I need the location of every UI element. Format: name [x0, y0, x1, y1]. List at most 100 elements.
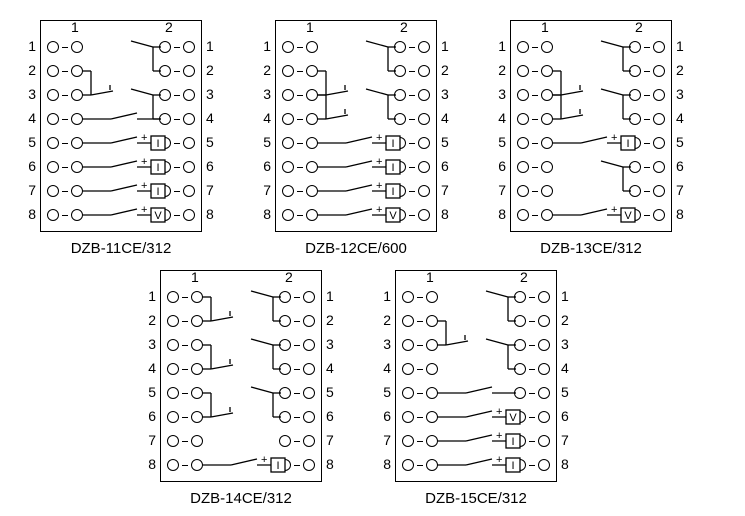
terminal-circle: [47, 137, 59, 149]
terminal-pair: [402, 411, 438, 423]
row-number: 1: [496, 34, 506, 58]
relay-diagram: 123456781234567812+IDZB-14CE/312: [160, 270, 322, 507]
terminal-circle: [47, 65, 59, 77]
terminal-circle: [47, 185, 59, 197]
terminal-dash: [174, 191, 180, 192]
terminal-circle: [517, 89, 529, 101]
terminal-dash: [297, 71, 303, 72]
relay-box: 12+I+V: [510, 20, 672, 232]
terminal-dash: [297, 191, 303, 192]
terminal-circle: [653, 209, 665, 221]
terminal-pair: [167, 459, 203, 471]
row-number: 5: [206, 130, 216, 154]
terminal-circle: [517, 41, 529, 53]
terminal-circle: [306, 209, 318, 221]
terminal-circle: [306, 137, 318, 149]
row-number: 5: [326, 380, 336, 404]
terminal-dash: [174, 47, 180, 48]
terminal-dash: [532, 167, 538, 168]
terminal-circle: [183, 161, 195, 173]
row-number: 3: [496, 82, 506, 106]
terminal-row: [41, 35, 201, 59]
terminal-dash: [532, 71, 538, 72]
terminal-row: [41, 131, 201, 155]
relay-box: 12+I: [160, 270, 322, 482]
row-number: 6: [206, 154, 216, 178]
terminal-circle: [426, 459, 438, 471]
terminal-circle: [191, 315, 203, 327]
terminal-circle: [279, 315, 291, 327]
terminal-circle: [306, 161, 318, 173]
terminal-circle: [418, 65, 430, 77]
terminal-circle: [541, 65, 553, 77]
terminal-dash: [532, 143, 538, 144]
terminal-circle: [71, 65, 83, 77]
row-number: 6: [381, 404, 391, 428]
terminal-row: [41, 107, 201, 131]
terminal-circle: [394, 41, 406, 53]
terminal-pair: [47, 209, 83, 221]
terminal-circle: [653, 137, 665, 149]
row-labels-left: 12345678: [261, 34, 271, 226]
terminal-dash: [62, 95, 68, 96]
row-number: 6: [496, 154, 506, 178]
terminal-pair: [629, 65, 665, 77]
terminal-pair: [47, 161, 83, 173]
terminal-circle: [167, 435, 179, 447]
terminal-dash: [409, 191, 415, 192]
terminal-dash: [529, 465, 535, 466]
terminal-grid: [161, 285, 321, 477]
terminal-dash: [409, 143, 415, 144]
terminal-circle: [167, 291, 179, 303]
terminal-pair: [47, 65, 83, 77]
terminal-row: [396, 381, 556, 405]
terminal-pair: [517, 65, 553, 77]
terminal-pair: [279, 315, 315, 327]
row-number: 7: [441, 178, 451, 202]
terminal-row: [161, 405, 321, 429]
row-number: 4: [26, 106, 36, 130]
terminal-circle: [306, 185, 318, 197]
terminal-row: [511, 155, 671, 179]
relay-diagram: 123456781234567812+I+I+I+VDZB-11CE/312: [40, 20, 202, 257]
terminal-circle: [159, 41, 171, 53]
terminal-row: [276, 59, 436, 83]
terminal-circle: [183, 89, 195, 101]
terminal-row: [161, 429, 321, 453]
terminal-pair: [159, 41, 195, 53]
terminal-dash: [294, 345, 300, 346]
terminal-dash: [417, 417, 423, 418]
terminal-pair: [394, 161, 430, 173]
terminal-row: [41, 179, 201, 203]
row-number: 1: [26, 34, 36, 58]
row-number: 4: [146, 356, 156, 380]
terminal-pair: [159, 89, 195, 101]
terminal-circle: [629, 113, 641, 125]
terminal-pair: [282, 41, 318, 53]
col-labels: 12: [396, 269, 556, 281]
row-number: 7: [326, 428, 336, 452]
terminal-circle: [183, 113, 195, 125]
terminal-dash: [294, 417, 300, 418]
terminal-circle: [514, 459, 526, 471]
col-labels: 12: [511, 19, 671, 31]
terminal-pair: [282, 89, 318, 101]
row-number: 6: [441, 154, 451, 178]
row-labels-right: 12345678: [326, 284, 336, 476]
row-labels-right: 12345678: [206, 34, 216, 226]
terminal-circle: [71, 41, 83, 53]
terminal-pair: [517, 137, 553, 149]
row-number: 6: [26, 154, 36, 178]
terminal-row: [276, 203, 436, 227]
row-number: 8: [441, 202, 451, 226]
col-number: 1: [306, 19, 314, 35]
terminal-circle: [183, 185, 195, 197]
terminal-circle: [541, 137, 553, 149]
row-number: 4: [381, 356, 391, 380]
terminal-circle: [653, 89, 665, 101]
row-number: 3: [561, 332, 571, 356]
terminal-pair: [167, 387, 203, 399]
terminal-pair: [517, 89, 553, 101]
terminal-circle: [402, 459, 414, 471]
terminal-pair: [167, 363, 203, 375]
